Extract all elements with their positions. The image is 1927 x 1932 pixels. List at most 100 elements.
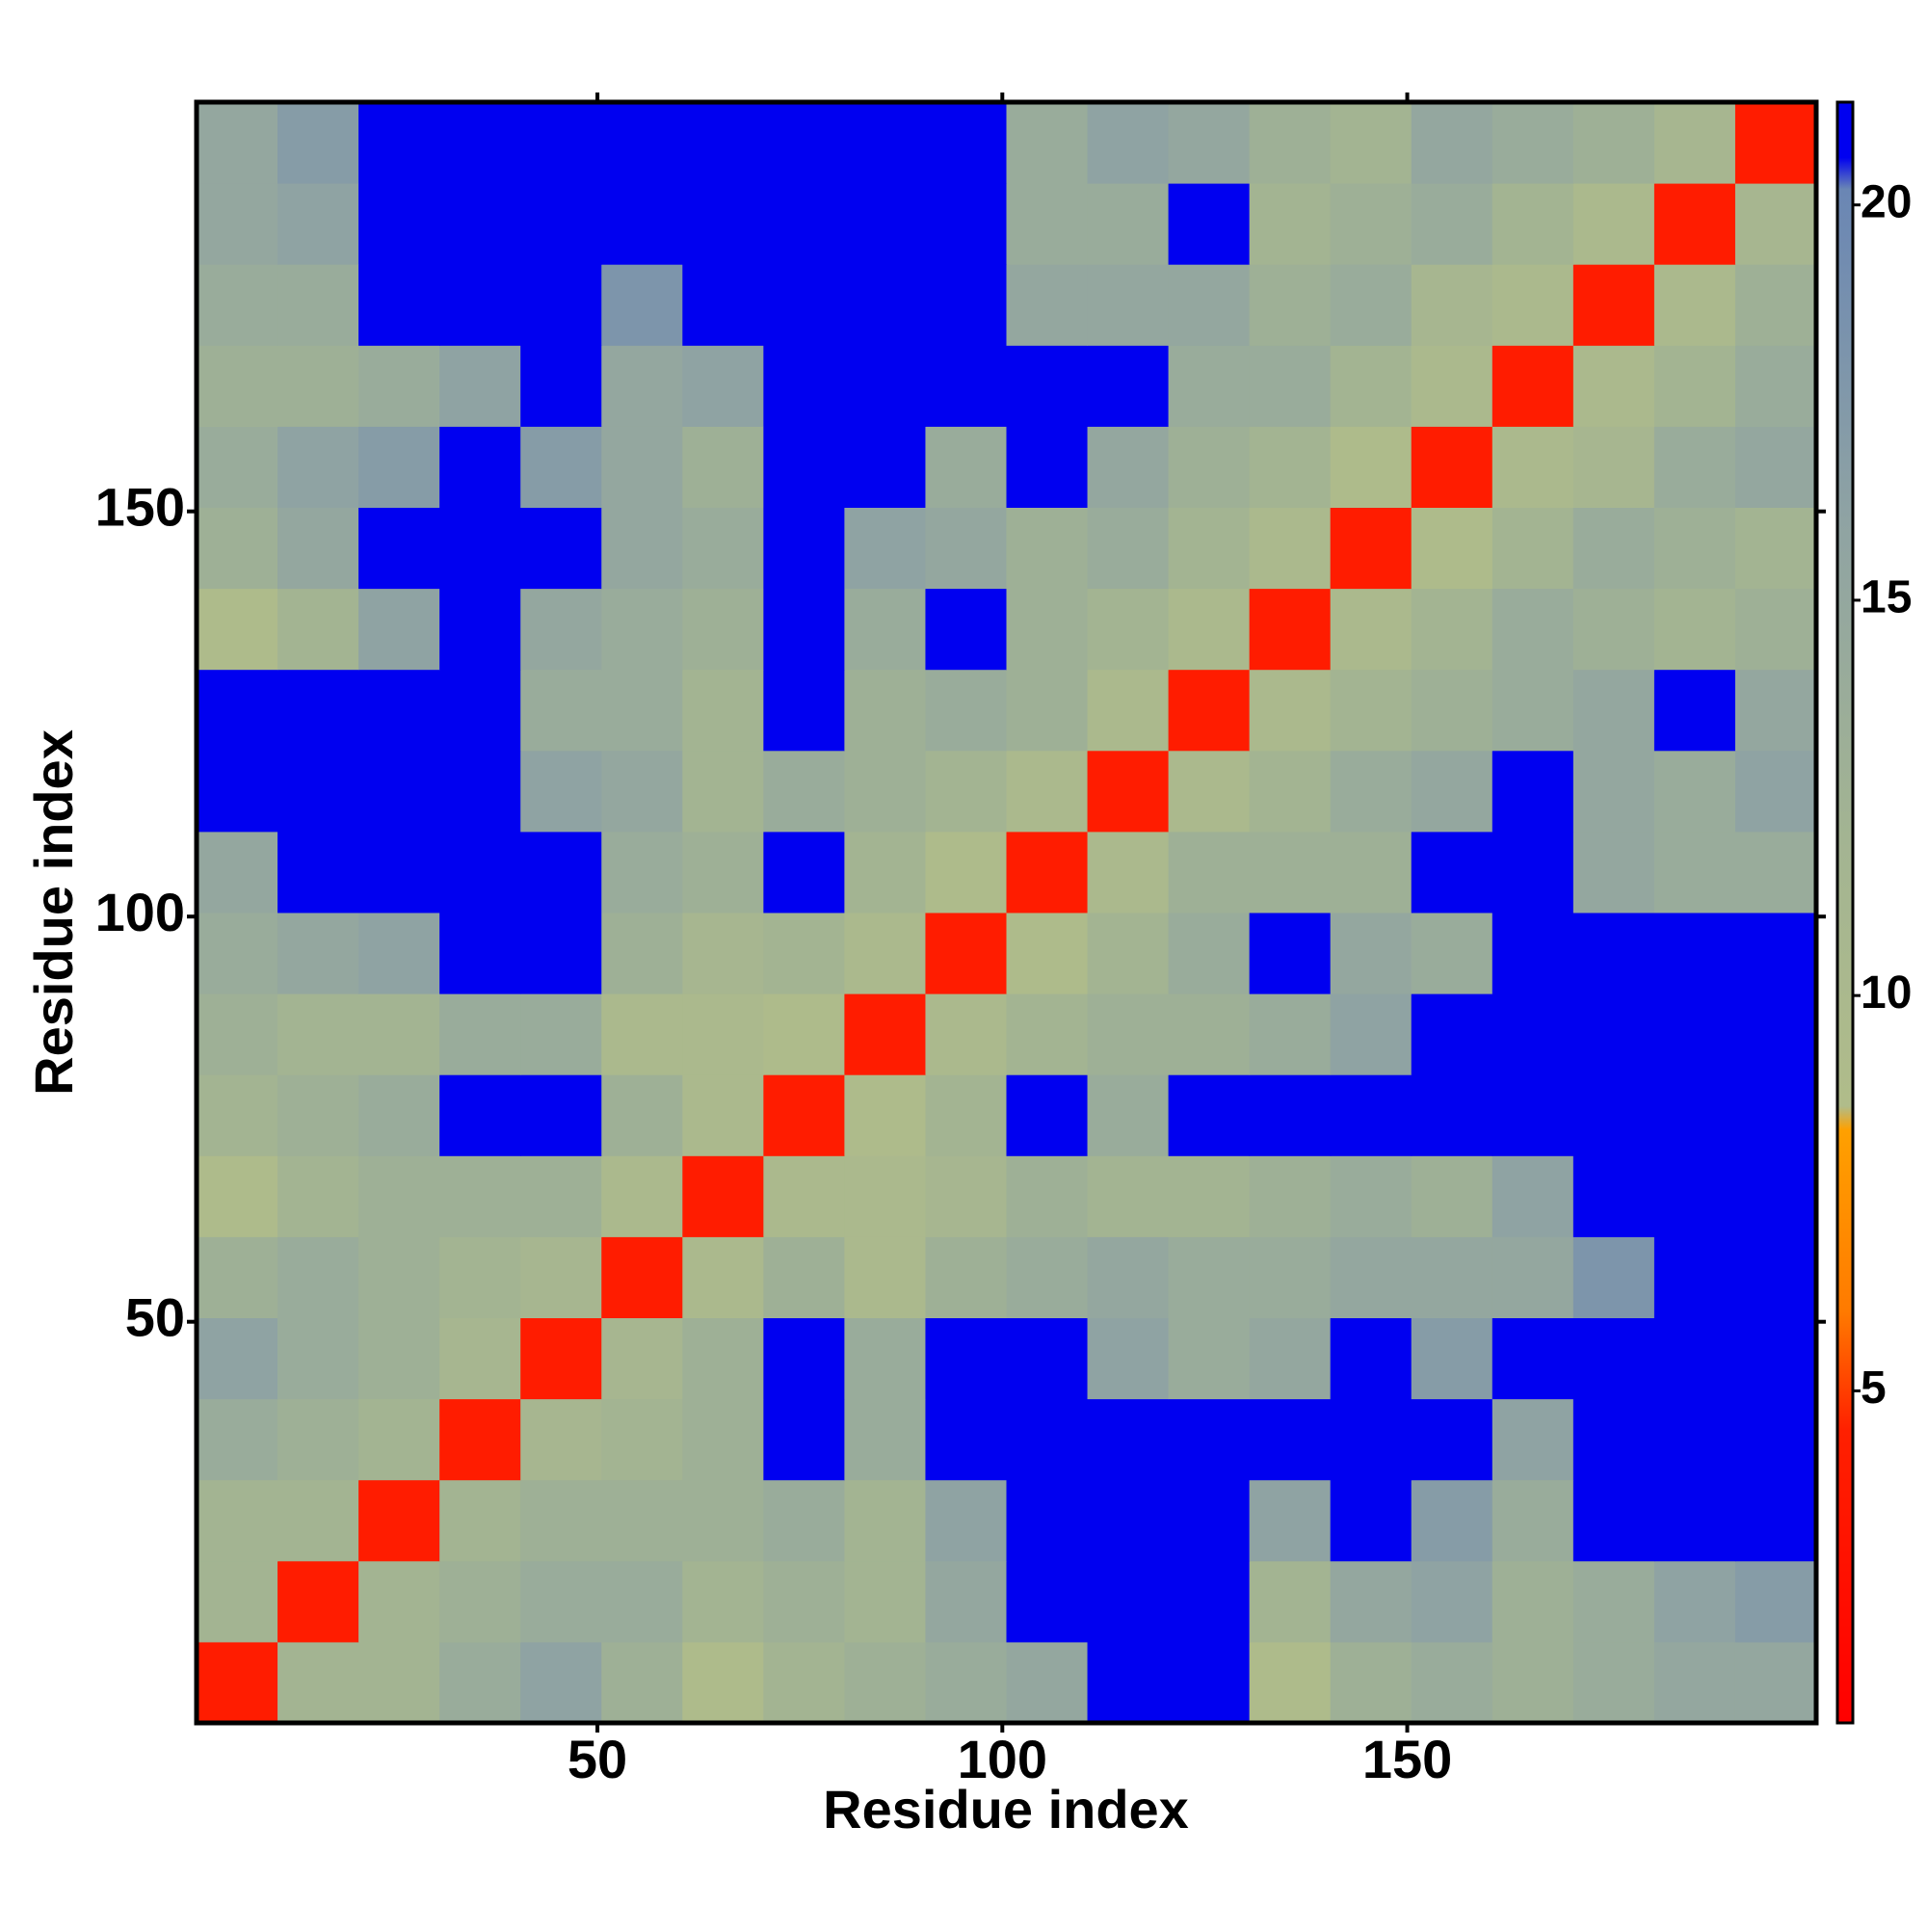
heatmap-cell — [925, 1317, 1007, 1400]
heatmap-cell — [844, 507, 926, 590]
heatmap-cell — [1491, 1155, 1574, 1237]
heatmap-cell — [358, 102, 440, 184]
heatmap-cell — [763, 1155, 845, 1237]
heatmap-cell — [439, 507, 521, 590]
heatmap-cell — [1411, 1074, 1493, 1156]
heatmap-cell — [1734, 1155, 1817, 1237]
heatmap-cell — [925, 1641, 1007, 1724]
heatmap-cell — [925, 102, 1007, 184]
heatmap-cell — [1087, 1317, 1170, 1400]
heatmap-cell — [601, 345, 683, 427]
heatmap-cell — [1330, 507, 1412, 590]
heatmap-cell — [1330, 1236, 1412, 1318]
heatmap-cell — [1411, 102, 1493, 184]
heatmap-cell — [1087, 1236, 1170, 1318]
heatmap-cell — [358, 588, 440, 671]
heatmap-cell — [358, 669, 440, 752]
heatmap-cell — [439, 264, 521, 346]
heatmap-cell — [763, 507, 845, 590]
heatmap-cell — [1006, 102, 1089, 184]
heatmap-cell — [1330, 264, 1412, 346]
heatmap-cell — [1411, 831, 1493, 913]
heatmap-cell — [1653, 264, 1736, 346]
heatmap-cell — [1006, 993, 1089, 1075]
heatmap-cell — [439, 669, 521, 752]
heatmap-cell — [520, 1074, 602, 1156]
heatmap-cell — [439, 588, 521, 671]
heatmap-cell — [1653, 1479, 1736, 1562]
heatmap-cell — [1330, 1074, 1412, 1156]
heatmap-cell — [844, 183, 926, 265]
heatmap-cell — [1087, 1074, 1170, 1156]
heatmap-cell — [520, 1641, 602, 1724]
heatmap-cell — [1168, 426, 1251, 508]
heatmap-cell — [1491, 264, 1574, 346]
heatmap-cell — [439, 831, 521, 913]
heatmap-cell — [439, 1479, 521, 1562]
heatmap-cell — [197, 1398, 278, 1481]
heatmap-cell — [1330, 993, 1412, 1075]
heatmap-cell — [1653, 1155, 1736, 1237]
heatmap-cell — [763, 264, 845, 346]
heatmap-cell — [682, 1155, 764, 1237]
heatmap-cell — [844, 1155, 926, 1237]
heatmap-cell — [1168, 750, 1251, 833]
heatmap-cell — [1168, 831, 1251, 913]
heatmap-cell — [1572, 1155, 1655, 1237]
heatmap-cell — [1572, 183, 1655, 265]
heatmap-cell — [1249, 507, 1332, 590]
heatmap-cell — [277, 1317, 359, 1400]
heatmap-cell — [1491, 1236, 1574, 1318]
heatmap-cell — [1734, 183, 1817, 265]
heatmap-cell — [277, 345, 359, 427]
heatmap-cell — [601, 831, 683, 913]
heatmap-cell — [1572, 102, 1655, 184]
heatmap-cell — [1249, 1479, 1332, 1562]
heatmap-cell — [277, 669, 359, 752]
heatmap-cells — [197, 102, 1817, 1724]
heatmap-cell — [1006, 1479, 1089, 1562]
heatmap-cell — [1411, 264, 1493, 346]
heatmap-cell — [1168, 1479, 1251, 1562]
heatmap-cell — [1572, 1479, 1655, 1562]
heatmap-cell — [844, 831, 926, 913]
heatmap-cell — [1249, 831, 1332, 913]
heatmap-cell — [1249, 1074, 1332, 1156]
heatmap-cell — [439, 1236, 521, 1318]
heatmap-cell — [1572, 264, 1655, 346]
heatmap-cell — [1330, 1398, 1412, 1481]
heatmap-cell — [1411, 507, 1493, 590]
heatmap-cell — [601, 264, 683, 346]
heatmap-cell — [1411, 993, 1493, 1075]
heatmap-cell — [844, 588, 926, 671]
heatmap-cell — [358, 1398, 440, 1481]
heatmap-cell — [1006, 1317, 1089, 1400]
x-axis-title: Residue index — [823, 1779, 1189, 1839]
heatmap-cell — [197, 1074, 278, 1156]
heatmap-cell — [1087, 1155, 1170, 1237]
heatmap-cell — [1411, 669, 1493, 752]
heatmap-cell — [197, 183, 278, 265]
heatmap-cell — [277, 1236, 359, 1318]
heatmap-cell — [197, 507, 278, 590]
heatmap-cell — [197, 1641, 278, 1724]
heatmap-cell — [1411, 750, 1493, 833]
heatmap-cell — [682, 264, 764, 346]
heatmap-cell — [1491, 183, 1574, 265]
heatmap-cell — [601, 750, 683, 833]
heatmap-cell — [1491, 669, 1574, 752]
heatmap-cell — [1249, 183, 1332, 265]
heatmap-cell — [601, 1641, 683, 1724]
heatmap-cell — [358, 345, 440, 427]
heatmap-cell — [1330, 1155, 1412, 1237]
heatmap-cell — [925, 1155, 1007, 1237]
heatmap-cell — [1734, 669, 1817, 752]
heatmap-cell — [844, 750, 926, 833]
heatmap-cell — [1249, 1398, 1332, 1481]
heatmap-cell — [1653, 345, 1736, 427]
heatmap-cell — [1572, 1560, 1655, 1643]
heatmap-cell — [277, 1479, 359, 1562]
heatmap-cell — [925, 993, 1007, 1075]
heatmap-cell — [1734, 913, 1817, 994]
